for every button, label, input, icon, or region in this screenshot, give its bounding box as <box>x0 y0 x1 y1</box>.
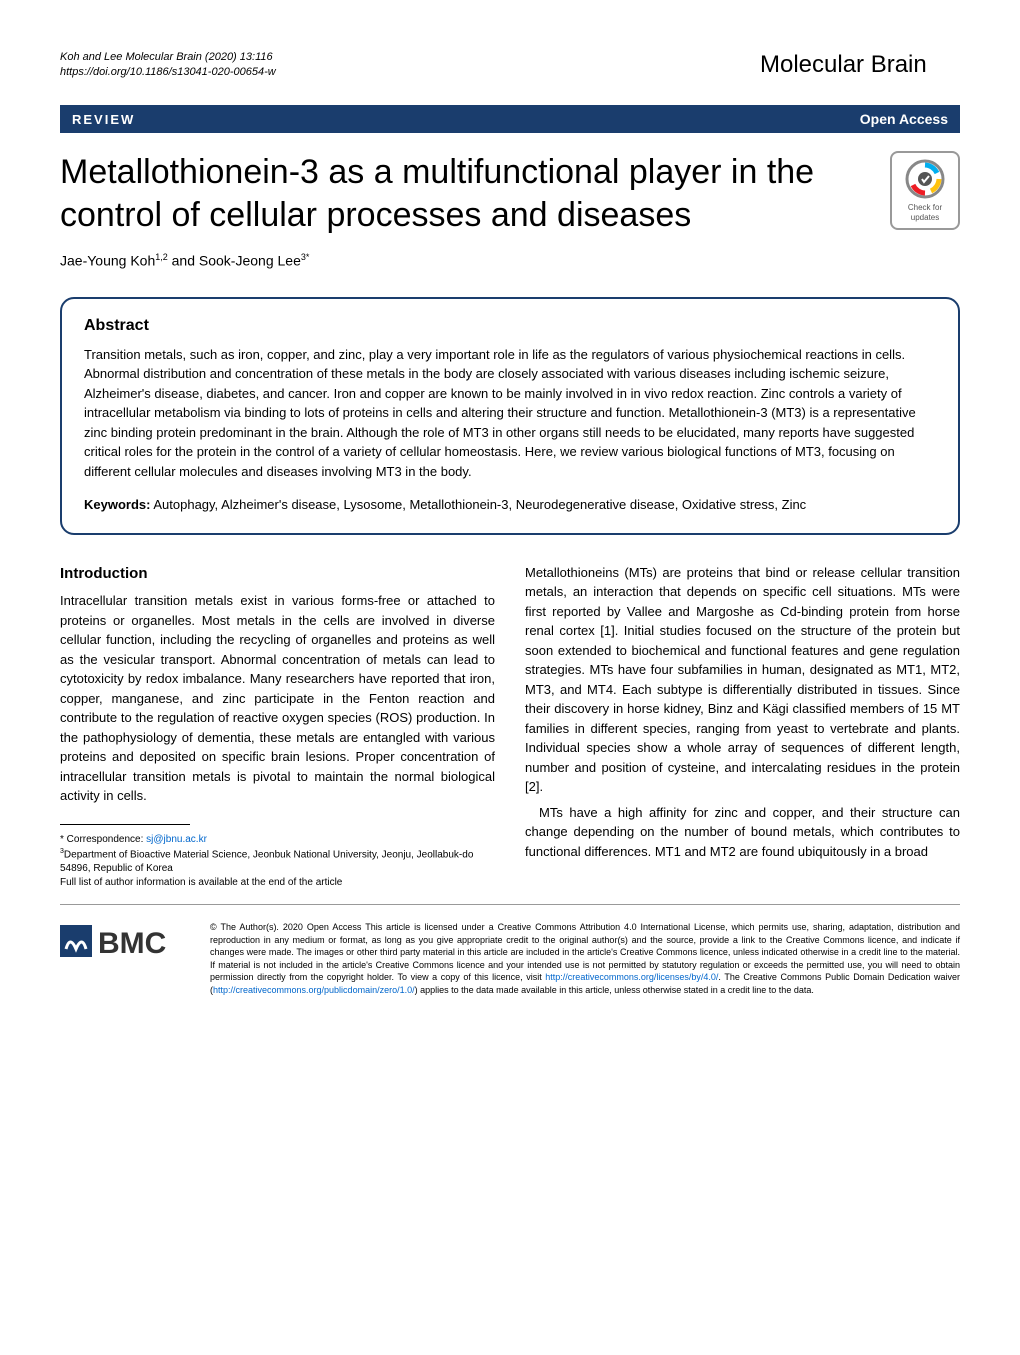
intro-right-para-2: MTs have a high affinity for zinc and co… <box>525 803 960 862</box>
crossmark-badge[interactable]: Check for updates <box>890 151 960 230</box>
keywords: Keywords: Autophagy, Alzheimer's disease… <box>84 495 936 515</box>
header-meta: Koh and Lee Molecular Brain (2020) 13:11… <box>60 50 960 85</box>
author-1-affil: 1,2 <box>155 252 168 262</box>
author-1: Jae-Young Koh <box>60 253 155 269</box>
citation-block: Koh and Lee Molecular Brain (2020) 13:11… <box>60 50 276 81</box>
correspondence-email[interactable]: sj@jbnu.ac.kr <box>146 834 207 845</box>
svg-text:BMC: BMC <box>98 927 166 960</box>
abstract-heading: Abstract <box>84 317 936 335</box>
citation-line-1: Koh and Lee Molecular Brain (2020) 13:11… <box>60 50 276 65</box>
correspondence-divider <box>60 824 190 825</box>
citation-line-2: https://doi.org/10.1186/s13041-020-00654… <box>60 65 276 80</box>
author-info-note: Full list of author information is avail… <box>60 877 342 888</box>
body-columns: Introduction Intracellular transition me… <box>60 563 960 890</box>
introduction-heading: Introduction <box>60 563 495 586</box>
license-text: © The Author(s). 2020 Open Access This a… <box>210 921 960 997</box>
left-column: Introduction Intracellular transition me… <box>60 563 495 890</box>
title-row: Metallothionein-3 as a multifunctional p… <box>60 151 960 236</box>
crossmark-icon <box>905 159 945 199</box>
keywords-label: Keywords: <box>84 497 150 512</box>
footer-block: BMC © The Author(s). 2020 Open Access Th… <box>60 904 960 997</box>
svg-text:Molecular Brain: Molecular Brain <box>760 51 927 78</box>
crossmark-label: Check for updates <box>898 203 952 222</box>
right-column: Metallothioneins (MTs) are proteins that… <box>525 563 960 890</box>
open-access-label: Open Access <box>860 111 948 127</box>
intro-left-para: Intracellular transition metals exist in… <box>60 591 495 806</box>
authors: Jae-Young Koh1,2 and Sook-Jeong Lee3* <box>60 252 960 269</box>
abstract-text: Transition metals, such as iron, copper,… <box>84 345 936 482</box>
bmc-logo: BMC <box>60 921 190 966</box>
correspondence-label: * Correspondence: <box>60 834 146 845</box>
article-title: Metallothionein-3 as a multifunctional p… <box>60 151 890 236</box>
author-2-affil: 3* <box>301 252 310 262</box>
affiliation-text: Department of Bioactive Material Science… <box>60 849 473 874</box>
keywords-text: Autophagy, Alzheimer's disease, Lysosome… <box>150 497 806 512</box>
correspondence-block: * Correspondence: sj@jbnu.ac.kr 3Departm… <box>60 833 495 890</box>
review-label: REVIEW <box>72 112 135 127</box>
intro-right-para-1: Metallothioneins (MTs) are proteins that… <box>525 563 960 797</box>
license-link-2[interactable]: http://creativecommons.org/publicdomain/… <box>213 985 415 995</box>
license-part-3: ) applies to the data made available in … <box>415 985 814 995</box>
journal-logo: Molecular Brain <box>760 50 960 85</box>
author-and: and Sook-Jeong Lee <box>168 253 301 269</box>
license-link-1[interactable]: http://creativecommons.org/licenses/by/4… <box>545 972 718 982</box>
abstract-box: Abstract Transition metals, such as iron… <box>60 297 960 535</box>
review-bar: REVIEW Open Access <box>60 105 960 133</box>
